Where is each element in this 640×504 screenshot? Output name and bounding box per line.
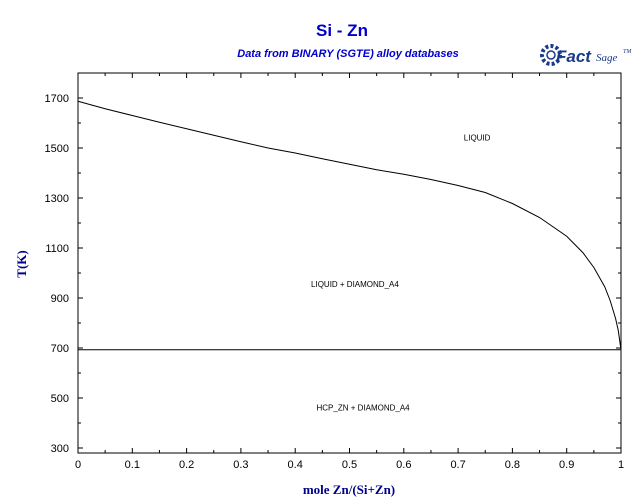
y-tick-label: 900 [51,293,69,305]
region-labels: LIQUID LIQUID + DIAMOND_A4 HCP_ZN + DIAMON… [311,134,491,413]
region-label: LIQUID + DIAMOND_A4 [311,280,399,289]
y-tick-label: 700 [51,343,69,355]
chart-title: Si - Zn [316,21,368,40]
x-tick-label: 0.8 [505,459,520,471]
x-tick-label: 0.9 [559,459,574,471]
y-axis: 300 500 700 900 1100 1300 1500 1700 [45,93,621,455]
x-axis: 0 0.1 0.2 0.3 0.4 0.5 0.6 0.7 0.8 0.9 1 [75,73,624,471]
logo-trademark: TM [623,49,632,55]
liquidus-line [77,100,622,350]
plot-frame [77,72,622,454]
chart-subtitle: Data from BINARY (SGTE) alloy databases [237,48,459,60]
logo-brand-text: Fact [556,47,592,66]
region-label: HCP_ZN + DIAMOND_A4 [317,404,411,413]
y-tick-label: 500 [51,393,69,405]
x-tick-label: 0.2 [179,459,194,471]
series-layer [77,100,622,351]
y-axis-label: T(K) [14,250,29,277]
x-tick-label: 0.5 [342,459,357,471]
y-tick-label: 1300 [45,193,69,205]
x-tick-label: 0.4 [288,459,303,471]
x-tick-label: 0.1 [125,459,140,471]
x-tick-label: 0.3 [233,459,248,471]
y-tick-label: 1700 [45,93,69,105]
x-axis-label: mole Zn/(Si+Zn) [303,482,395,497]
factsage-logo: Fact Sage TM [540,44,632,66]
y-tick-label: 300 [51,443,69,455]
x-tick-label: 0 [75,459,81,471]
y-tick-label: 1100 [45,243,69,255]
y-tick-label: 1500 [45,143,69,155]
x-tick-label: 0.6 [396,459,411,471]
x-tick-label: 1 [618,459,624,471]
factsage-gear-icon [540,44,562,66]
logo-suffix-text: Sage [596,52,618,64]
x-tick-label: 0.7 [450,459,465,471]
region-label: LIQUID [464,134,491,143]
